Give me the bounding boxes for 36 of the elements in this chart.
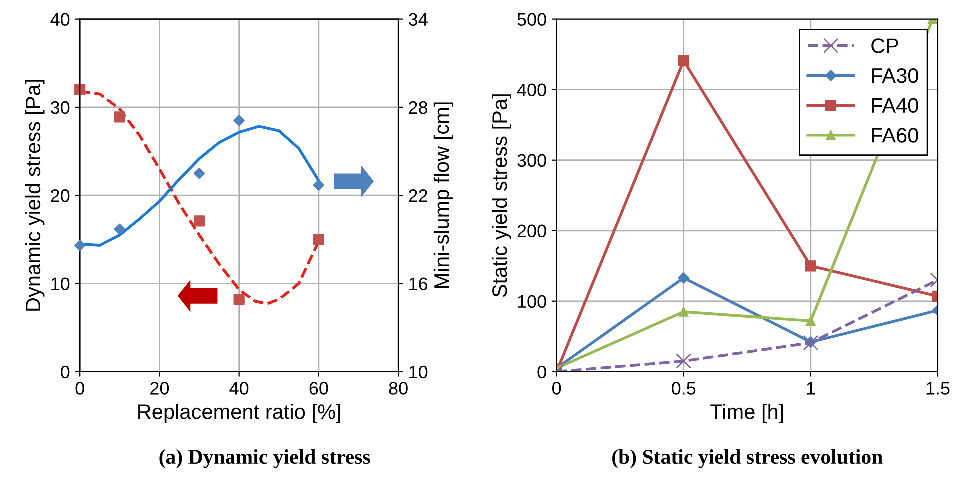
y-tick-label: 200 bbox=[518, 224, 546, 238]
y-tick-label: 0 bbox=[538, 366, 546, 379]
y-tick-label: 100 bbox=[518, 295, 546, 308]
y-tick-label: 500 bbox=[518, 13, 546, 26]
y2-tick-label: 28 bbox=[409, 101, 428, 114]
y-tick-label: 30 bbox=[50, 101, 70, 114]
x-tick-label: 0.5 bbox=[672, 382, 696, 395]
y2-tick-label: 10 bbox=[410, 366, 428, 379]
legend-label: FA60 bbox=[872, 128, 918, 143]
y-tick-label: 0 bbox=[61, 366, 70, 379]
text: (b) Static yield stress evolution bbox=[612, 449, 883, 468]
y-tick-label: 40 bbox=[50, 13, 70, 26]
y2-tick-label: 16 bbox=[410, 278, 428, 290]
y-axis-title: Dynamic yield stress [Pa] bbox=[25, 80, 45, 311]
x-tick-label: 0 bbox=[552, 382, 562, 395]
x-axis-title: Replacement ratio [%] bbox=[138, 404, 340, 424]
x-tick-label: 40 bbox=[230, 382, 249, 395]
y2-tick-label: 34 bbox=[408, 13, 428, 26]
legend-label: CP bbox=[872, 38, 898, 54]
legend-label: FA30 bbox=[872, 68, 918, 84]
y-tick-label: 300 bbox=[518, 154, 546, 168]
x-axis-title: Time [h] bbox=[710, 404, 784, 424]
x-tick-label: 80 bbox=[389, 382, 408, 395]
x-tick-label: 1.5 bbox=[926, 382, 950, 395]
x-tick-label: 60 bbox=[310, 382, 328, 395]
y2-axis-title: Mini-slump flow [cm] bbox=[434, 102, 454, 288]
x-tick-label: 1 bbox=[807, 382, 816, 395]
y-axis-title: Static yield stress [Pa] bbox=[492, 94, 512, 298]
y2-tick-label: 22 bbox=[409, 190, 428, 202]
x-tick-label: 0 bbox=[76, 382, 84, 395]
y-tick-label: 10 bbox=[52, 278, 70, 290]
legend-label: FA40 bbox=[872, 98, 918, 114]
y-tick-label: 20 bbox=[51, 190, 70, 202]
y-tick-label: 400 bbox=[517, 84, 546, 97]
x-tick-label: 20 bbox=[150, 382, 170, 395]
text: (a) Dynamic yield stress bbox=[160, 449, 370, 468]
